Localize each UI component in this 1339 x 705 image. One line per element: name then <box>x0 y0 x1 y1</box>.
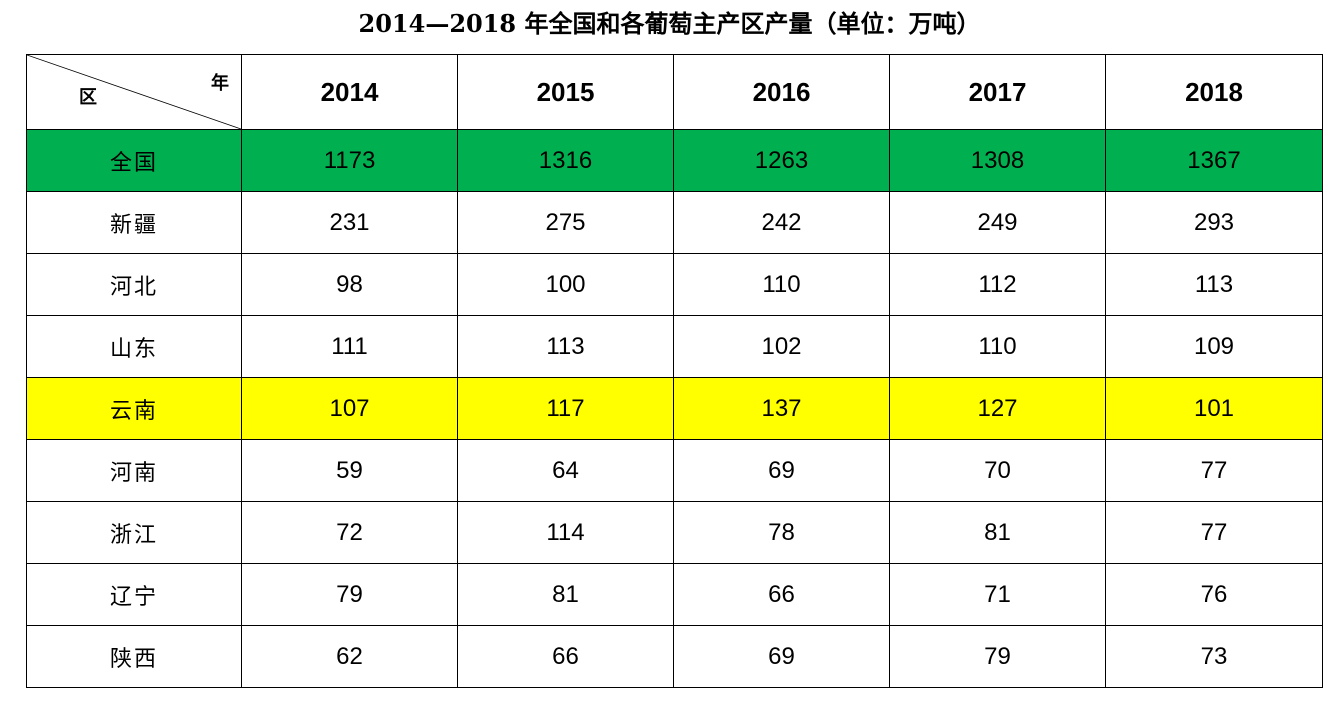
value-cell: 81 <box>889 501 1106 564</box>
value-cell: 102 <box>673 315 890 378</box>
value-cell: 242 <box>673 191 890 254</box>
value-cell: 101 <box>1105 377 1323 440</box>
value-cell: 293 <box>1105 191 1323 254</box>
value-cell: 111 <box>241 315 458 378</box>
value-cell: 69 <box>673 439 890 502</box>
region-cell: 辽宁 <box>26 563 242 626</box>
value-cell: 62 <box>241 625 458 688</box>
value-cell: 72 <box>241 501 458 564</box>
table-row-national: 全国 1173 1316 1263 1308 1367 <box>26 129 1323 192</box>
region-cell: 浙江 <box>26 501 242 564</box>
value-cell: 1367 <box>1105 129 1323 192</box>
value-cell: 100 <box>457 253 674 316</box>
value-cell: 78 <box>673 501 890 564</box>
value-cell: 59 <box>241 439 458 502</box>
value-cell: 112 <box>889 253 1106 316</box>
corner-header-cell: 年 区 <box>26 54 242 130</box>
corner-year-label: 年 <box>211 73 229 94</box>
value-cell: 249 <box>889 191 1106 254</box>
value-cell: 66 <box>457 625 674 688</box>
value-cell: 77 <box>1105 501 1323 564</box>
value-cell: 117 <box>457 377 674 440</box>
value-cell: 98 <box>241 253 458 316</box>
value-cell: 73 <box>1105 625 1323 688</box>
value-cell: 66 <box>673 563 890 626</box>
value-cell: 71 <box>889 563 1106 626</box>
table-row: 陕西 62 66 69 79 73 <box>26 625 1323 688</box>
region-cell: 陕西 <box>26 625 242 688</box>
year-header: 2017 <box>889 54 1106 130</box>
table-row-highlighted: 云南 107 117 137 127 101 <box>26 377 1323 440</box>
value-cell: 70 <box>889 439 1106 502</box>
value-cell: 1263 <box>673 129 890 192</box>
value-cell: 76 <box>1105 563 1323 626</box>
value-cell: 137 <box>673 377 890 440</box>
value-cell: 275 <box>457 191 674 254</box>
corner-region-label: 区 <box>79 87 97 108</box>
table-row: 新疆 231 275 242 249 293 <box>26 191 1323 254</box>
table-row: 浙江 72 114 78 81 77 <box>26 501 1323 564</box>
value-cell: 109 <box>1105 315 1323 378</box>
year-header: 2015 <box>457 54 674 130</box>
value-cell: 69 <box>673 625 890 688</box>
region-cell: 全国 <box>26 129 242 192</box>
value-cell: 113 <box>457 315 674 378</box>
table-row: 山东 111 113 102 110 109 <box>26 315 1323 378</box>
value-cell: 81 <box>457 563 674 626</box>
header-row: 年 区 2014 2015 2016 2017 2018 <box>26 54 1323 130</box>
diagonal-divider <box>27 55 241 129</box>
value-cell: 114 <box>457 501 674 564</box>
value-cell: 113 <box>1105 253 1323 316</box>
value-cell: 77 <box>1105 439 1323 502</box>
table-row: 河北 98 100 110 112 113 <box>26 253 1323 316</box>
value-cell: 1308 <box>889 129 1106 192</box>
value-cell: 79 <box>241 563 458 626</box>
table-row: 河南 59 64 69 70 77 <box>26 439 1323 502</box>
year-header: 2014 <box>241 54 458 130</box>
region-cell: 河南 <box>26 439 242 502</box>
value-cell: 1316 <box>457 129 674 192</box>
value-cell: 64 <box>457 439 674 502</box>
value-cell: 79 <box>889 625 1106 688</box>
value-cell: 110 <box>889 315 1106 378</box>
region-cell: 山东 <box>26 315 242 378</box>
value-cell: 231 <box>241 191 458 254</box>
region-cell: 新疆 <box>26 191 242 254</box>
value-cell: 110 <box>673 253 890 316</box>
year-header: 2016 <box>673 54 890 130</box>
value-cell: 127 <box>889 377 1106 440</box>
year-header: 2018 <box>1105 54 1323 130</box>
region-cell: 云南 <box>26 377 242 440</box>
value-cell: 1173 <box>241 129 458 192</box>
value-cell: 107 <box>241 377 458 440</box>
table-row: 辽宁 79 81 66 71 76 <box>26 563 1323 626</box>
region-cell: 河北 <box>26 253 242 316</box>
production-table: 年 区 2014 2015 2016 2017 2018 全国 1173 131… <box>26 54 1323 688</box>
table-title: 2014—2018 年全国和各葡萄主产区产量（单位：万吨） <box>358 9 981 38</box>
